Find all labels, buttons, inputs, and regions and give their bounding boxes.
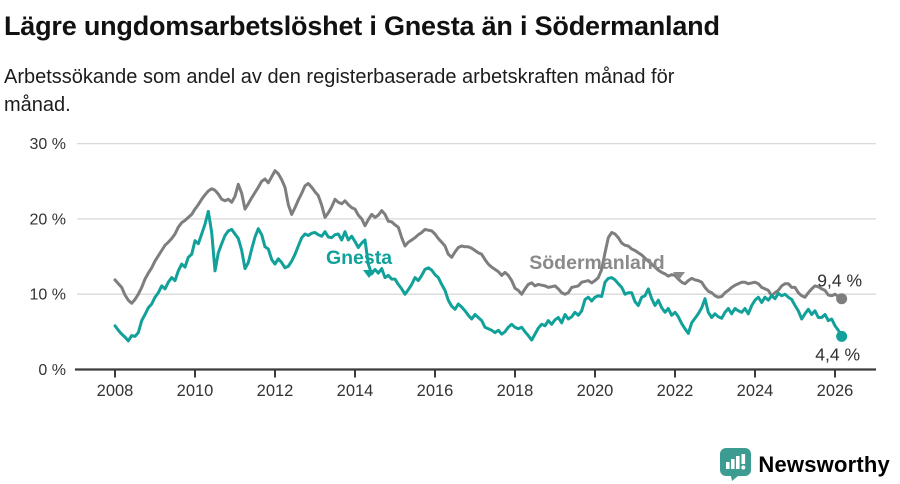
chart-title: Lägre ungdomsarbetslöshet i Gnesta än i … bbox=[4, 11, 720, 41]
x-axis-label: 2010 bbox=[177, 382, 214, 400]
series-line-sodermanland bbox=[113, 169, 844, 306]
y-axis-label: 20 % bbox=[30, 212, 66, 229]
end-value-label-gnesta: 4,4 % bbox=[815, 345, 860, 365]
series-label-marker-gnesta bbox=[363, 270, 375, 279]
x-axis-label: 2016 bbox=[417, 382, 454, 400]
x-axis-label: 2022 bbox=[657, 382, 694, 400]
y-axis-label: 10 % bbox=[30, 287, 66, 304]
y-axis-label: 0 % bbox=[38, 362, 66, 379]
unemployment-line-chart: 0 % 10 % 20 % 30 % 2008 2010 2012 2014 2016 2018 2… bbox=[30, 136, 876, 400]
chart-card: Lägre ungdomsarbetslöshet i Gnesta än i … bbox=[0, 10, 900, 484]
series-label-sodermanland: Södermanland bbox=[529, 252, 664, 274]
x-axis-label: 2024 bbox=[737, 382, 774, 400]
x-axis-label: 2014 bbox=[337, 382, 374, 400]
series-line-gnesta bbox=[113, 210, 844, 343]
series-end-dot-gnesta bbox=[836, 331, 848, 343]
x-axis-label: 2008 bbox=[97, 382, 134, 400]
x-axis-label: 2012 bbox=[257, 382, 294, 400]
end-value-label-sodermanland: 9,4 % bbox=[817, 271, 862, 291]
newsworthy-logo-icon bbox=[720, 448, 752, 481]
series-label-gnesta: Gnesta bbox=[326, 247, 392, 269]
x-axis-label: 2020 bbox=[577, 382, 614, 400]
newsworthy-brand-text: Newsworthy bbox=[758, 451, 890, 477]
series-label-marker-sodermanland bbox=[673, 272, 685, 281]
x-axis-label: 2018 bbox=[497, 382, 534, 400]
y-axis-label: 30 % bbox=[30, 136, 66, 153]
newsworthy-logo[interactable]: Newsworthy bbox=[720, 448, 890, 481]
series-end-dot-sodermanland bbox=[836, 293, 848, 305]
chart-subtitle: Arbetssökande som andel av den registerb… bbox=[4, 66, 675, 117]
x-axis-label: 2026 bbox=[817, 382, 854, 400]
